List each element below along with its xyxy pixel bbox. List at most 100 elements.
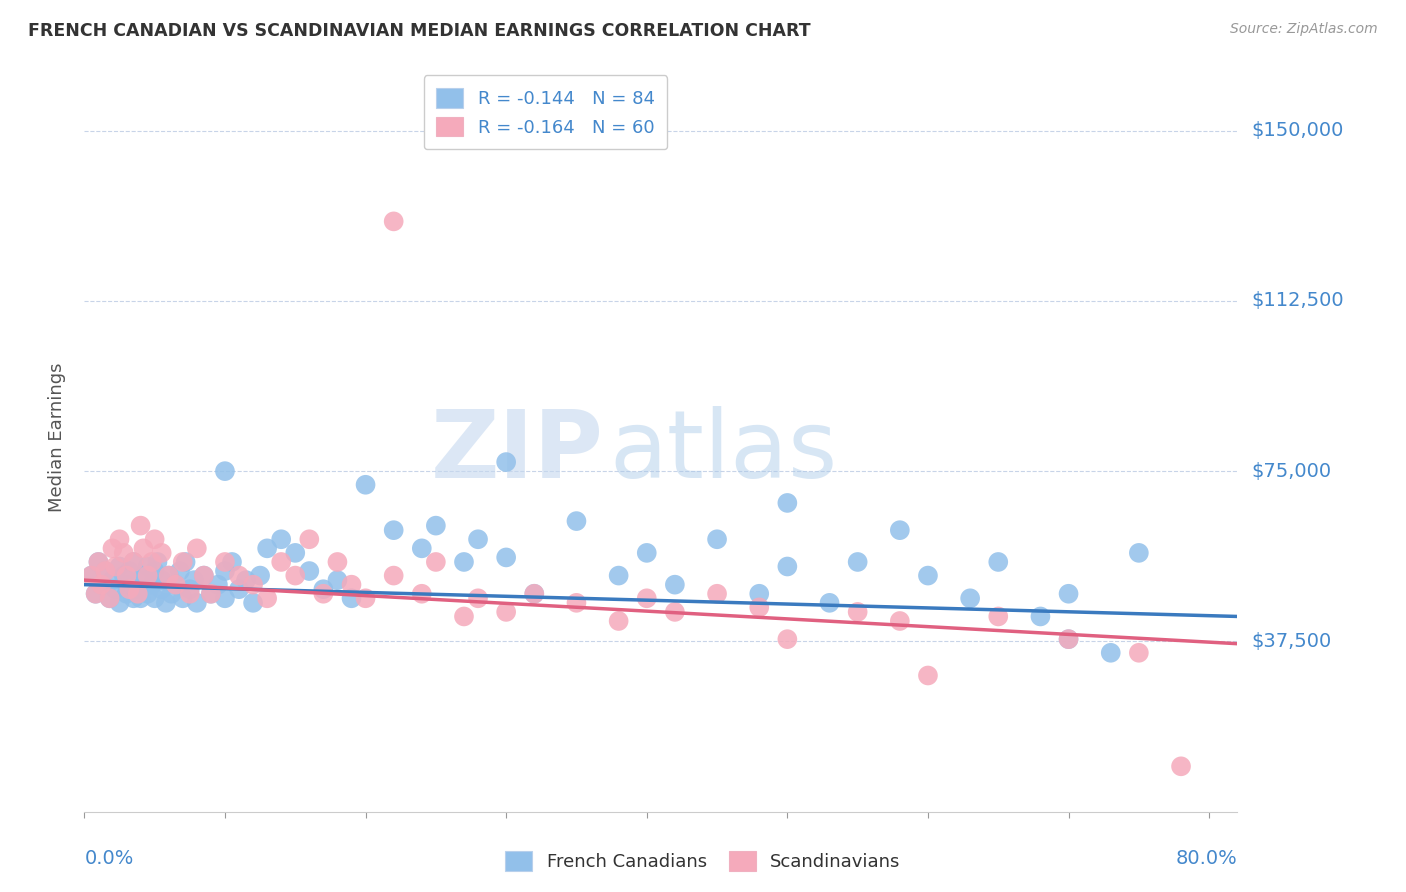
Point xyxy=(108,596,131,610)
Point xyxy=(179,582,201,597)
Point xyxy=(87,555,110,569)
Point xyxy=(115,568,138,582)
Point xyxy=(98,591,121,606)
Point xyxy=(636,546,658,560)
Point xyxy=(256,541,278,556)
Point xyxy=(214,591,236,606)
Point xyxy=(846,605,869,619)
Point xyxy=(411,541,433,556)
Point xyxy=(1057,632,1080,647)
Point xyxy=(146,555,169,569)
Point xyxy=(150,546,173,560)
Point xyxy=(312,587,335,601)
Point xyxy=(917,668,939,682)
Point xyxy=(889,614,911,628)
Point xyxy=(270,555,292,569)
Point xyxy=(193,568,215,582)
Point xyxy=(495,550,517,565)
Point xyxy=(108,533,131,547)
Point xyxy=(453,609,475,624)
Point xyxy=(84,587,107,601)
Point xyxy=(776,496,799,510)
Point xyxy=(242,577,264,591)
Point xyxy=(298,564,321,578)
Point xyxy=(94,564,117,578)
Text: ZIP: ZIP xyxy=(430,406,603,498)
Point xyxy=(101,541,124,556)
Point xyxy=(115,587,138,601)
Legend: French Canadians, Scandinavians: French Canadians, Scandinavians xyxy=(498,844,908,879)
Point xyxy=(565,514,588,528)
Point xyxy=(179,587,201,601)
Point xyxy=(228,568,250,582)
Point xyxy=(101,573,124,587)
Point xyxy=(214,464,236,478)
Point xyxy=(706,533,728,547)
Point xyxy=(298,533,321,547)
Point xyxy=(186,541,208,556)
Point xyxy=(917,568,939,582)
Point xyxy=(256,591,278,606)
Text: $150,000: $150,000 xyxy=(1251,121,1344,140)
Point xyxy=(382,568,405,582)
Point xyxy=(132,541,155,556)
Point xyxy=(141,577,163,591)
Point xyxy=(1057,587,1080,601)
Point xyxy=(150,573,173,587)
Point xyxy=(143,564,166,578)
Point xyxy=(270,533,292,547)
Point xyxy=(172,591,194,606)
Point xyxy=(214,555,236,569)
Point xyxy=(129,518,152,533)
Point xyxy=(354,591,377,606)
Point xyxy=(1099,646,1122,660)
Point xyxy=(87,555,110,569)
Point xyxy=(98,591,121,606)
Point xyxy=(165,577,187,591)
Point xyxy=(1128,646,1150,660)
Point xyxy=(565,596,588,610)
Point xyxy=(959,591,981,606)
Point xyxy=(748,600,770,615)
Point xyxy=(127,587,149,601)
Text: $112,500: $112,500 xyxy=(1251,292,1344,310)
Point xyxy=(172,555,194,569)
Text: $75,000: $75,000 xyxy=(1251,462,1331,481)
Point xyxy=(889,523,911,537)
Point xyxy=(249,568,271,582)
Point xyxy=(748,587,770,601)
Point xyxy=(143,533,166,547)
Point xyxy=(214,564,236,578)
Point xyxy=(326,555,349,569)
Point xyxy=(776,632,799,647)
Point xyxy=(340,577,363,591)
Point xyxy=(706,587,728,601)
Point xyxy=(136,568,159,582)
Point xyxy=(118,582,141,597)
Point xyxy=(90,577,112,591)
Point xyxy=(340,591,363,606)
Point xyxy=(326,573,349,587)
Point xyxy=(84,587,107,601)
Text: $37,500: $37,500 xyxy=(1251,632,1331,651)
Point xyxy=(846,555,869,569)
Text: 0.0%: 0.0% xyxy=(84,849,134,868)
Point xyxy=(157,568,180,582)
Point xyxy=(1170,759,1192,773)
Point xyxy=(129,591,152,606)
Point xyxy=(112,546,135,560)
Point xyxy=(228,582,250,597)
Point xyxy=(284,568,307,582)
Legend: R = -0.144   N = 84, R = -0.164   N = 60: R = -0.144 N = 84, R = -0.164 N = 60 xyxy=(423,75,668,149)
Point xyxy=(150,582,173,597)
Point xyxy=(636,591,658,606)
Point xyxy=(495,455,517,469)
Point xyxy=(183,573,205,587)
Point xyxy=(425,518,447,533)
Point xyxy=(523,587,546,601)
Point xyxy=(136,587,159,601)
Point xyxy=(242,596,264,610)
Point xyxy=(607,568,630,582)
Point xyxy=(664,577,686,591)
Point xyxy=(104,559,127,574)
